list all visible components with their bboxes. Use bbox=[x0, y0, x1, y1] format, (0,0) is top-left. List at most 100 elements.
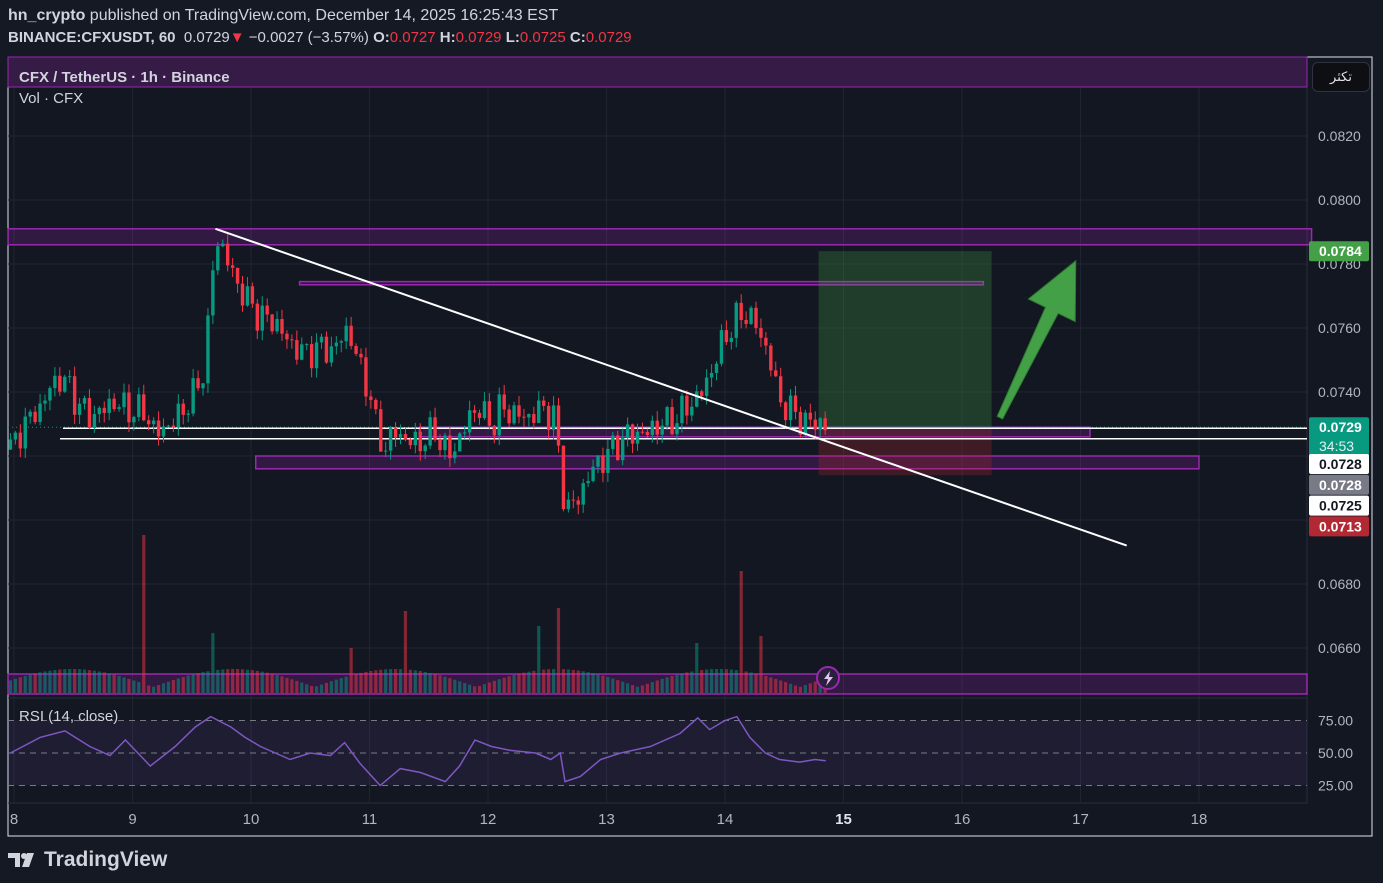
volume-bar bbox=[779, 680, 783, 693]
candle-body bbox=[304, 344, 309, 346]
candle-body bbox=[191, 378, 195, 414]
candle-body bbox=[280, 319, 284, 334]
volume-bar bbox=[122, 677, 126, 693]
volume-bar bbox=[754, 673, 758, 693]
candle-body bbox=[458, 433, 462, 452]
candle-body bbox=[744, 319, 748, 324]
candle-body bbox=[329, 346, 334, 363]
volume-bar bbox=[43, 671, 47, 693]
candle-body bbox=[314, 342, 319, 369]
volume-bar bbox=[265, 672, 269, 693]
candle-body bbox=[413, 431, 418, 446]
volume-bar bbox=[319, 684, 324, 693]
volume-bar bbox=[389, 669, 393, 693]
price-tick-label: 0.0680 bbox=[1318, 576, 1361, 592]
price-label-badge bbox=[1309, 417, 1369, 458]
price-axis[interactable]: 0.08200.08000.07800.07600.07400.06800.06… bbox=[1309, 128, 1369, 794]
candle-body bbox=[300, 344, 304, 360]
candle-body bbox=[82, 398, 87, 404]
volume-bar bbox=[482, 684, 487, 693]
candle-body bbox=[477, 412, 482, 419]
symbol-info: BINANCE:CFXUSDT, 60 0.0729▼ −0.0027 (−3.… bbox=[8, 29, 632, 46]
time-tick-label: 18 bbox=[1191, 811, 1208, 828]
volume-bar bbox=[77, 669, 82, 693]
drawings-front[interactable] bbox=[215, 227, 1128, 547]
volume-bar bbox=[329, 681, 333, 693]
volume-bar bbox=[147, 685, 151, 693]
candle-body bbox=[769, 345, 773, 371]
candle-body bbox=[156, 420, 161, 437]
candle-body bbox=[788, 395, 793, 421]
candle-body bbox=[334, 342, 339, 347]
volume-bar bbox=[472, 686, 477, 693]
volume-bar bbox=[216, 669, 220, 693]
candle-body bbox=[142, 394, 146, 421]
candle-body bbox=[295, 340, 299, 360]
volume-bar bbox=[774, 678, 778, 693]
candle-body bbox=[290, 339, 294, 341]
volume-bar bbox=[423, 671, 427, 693]
candle-body bbox=[764, 337, 768, 346]
candle-body bbox=[250, 286, 255, 304]
candle-body bbox=[591, 466, 595, 482]
candle-body bbox=[512, 405, 516, 424]
candle-body bbox=[339, 341, 343, 343]
candle-body bbox=[13, 432, 18, 440]
candle-body bbox=[72, 376, 77, 415]
volume-bar bbox=[226, 669, 230, 693]
candle-body bbox=[428, 417, 432, 446]
volume-bar bbox=[719, 669, 724, 693]
volume-bar bbox=[290, 679, 294, 693]
candle-body bbox=[359, 353, 363, 358]
volume-bar bbox=[556, 608, 561, 693]
volume-bar bbox=[709, 669, 714, 693]
volume-bar bbox=[379, 669, 383, 693]
alert-lightning-icon[interactable] bbox=[816, 666, 840, 690]
candle-body bbox=[127, 392, 131, 423]
volume-bar bbox=[107, 673, 111, 693]
price-zone bbox=[298, 280, 985, 286]
price-label-text: 0.0725 bbox=[1319, 498, 1362, 514]
volume-bar bbox=[255, 670, 259, 693]
candle-body bbox=[443, 435, 447, 451]
candle-body bbox=[467, 410, 472, 433]
volume-bar bbox=[611, 678, 615, 693]
time-tick-label: 10 bbox=[243, 811, 260, 828]
candle-body bbox=[611, 435, 615, 449]
candle-body bbox=[438, 439, 442, 451]
candle-body bbox=[709, 372, 714, 378]
volume-bars bbox=[8, 535, 827, 693]
candle-body bbox=[33, 411, 37, 422]
volume-bar bbox=[13, 678, 17, 693]
candle-body bbox=[196, 378, 200, 389]
price-label-badge bbox=[1309, 495, 1369, 516]
volume-bar bbox=[700, 670, 704, 693]
candle-body bbox=[408, 439, 413, 446]
candle-body bbox=[270, 314, 274, 332]
candle-body bbox=[383, 450, 388, 452]
candle-body bbox=[650, 420, 655, 435]
open-label: O: bbox=[373, 29, 390, 46]
top-right-button[interactable]: تکثر bbox=[1312, 62, 1370, 92]
volume-bar bbox=[734, 670, 738, 693]
volume-bar bbox=[635, 686, 640, 693]
candle-body bbox=[665, 407, 669, 426]
author: hn_crypto bbox=[8, 7, 86, 24]
volume-bar bbox=[492, 680, 496, 693]
volume-bar bbox=[769, 677, 773, 693]
volume-bar bbox=[581, 671, 585, 693]
volume-bar bbox=[542, 669, 546, 693]
candle-body bbox=[309, 344, 314, 369]
publish-info: hn_crypto published on TradingView.com, … bbox=[8, 7, 558, 25]
candle-body bbox=[23, 416, 27, 449]
tradingview-logo[interactable]: TradingView bbox=[8, 848, 167, 872]
volume-bar bbox=[240, 669, 245, 693]
volume-bar bbox=[137, 682, 141, 693]
candle-body bbox=[571, 499, 576, 501]
volume-bar bbox=[601, 675, 605, 693]
time-axis[interactable]: 8 9 10 11 12 13 14 15 16 17 18 bbox=[10, 811, 1208, 828]
price-zone bbox=[254, 455, 1200, 470]
chart-frame bbox=[7, 56, 1373, 837]
volume-bar bbox=[211, 633, 215, 693]
